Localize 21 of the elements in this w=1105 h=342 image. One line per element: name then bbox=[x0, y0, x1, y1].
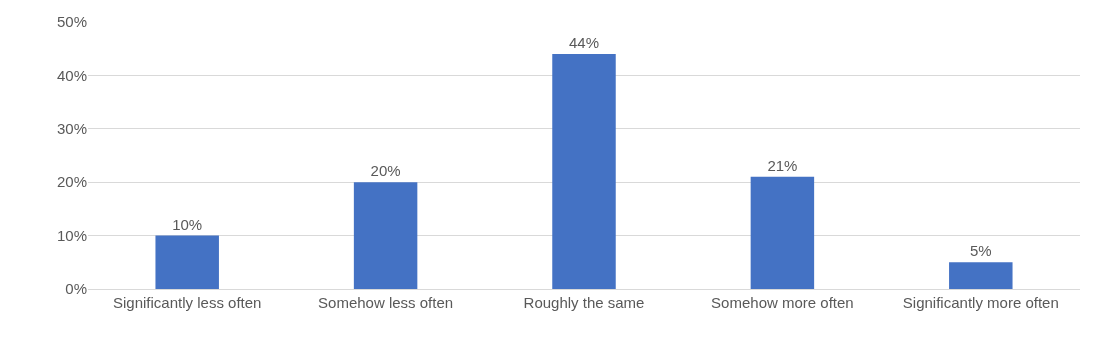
y-tick-label: 30% bbox=[56, 120, 87, 138]
y-tick-label: 40% bbox=[56, 66, 87, 84]
data-label: 20% bbox=[370, 162, 401, 180]
bar bbox=[155, 235, 219, 289]
bar bbox=[552, 54, 616, 289]
x-tick-label: Significantly more often bbox=[902, 294, 1059, 311]
data-label: 10% bbox=[172, 215, 203, 233]
y-tick-label: 10% bbox=[56, 226, 87, 244]
data-label: 21% bbox=[767, 156, 798, 174]
bar bbox=[949, 262, 1013, 289]
bar bbox=[353, 182, 418, 289]
data-label: 5% bbox=[969, 242, 992, 260]
y-tick-label: 50% bbox=[56, 13, 87, 31]
y-tick-label: 0% bbox=[65, 280, 87, 298]
x-tick-label: Significantly less often bbox=[112, 294, 262, 311]
x-tick-label: Somehow less often bbox=[318, 294, 454, 311]
y-tick-label: 20% bbox=[56, 173, 87, 191]
x-tick-label: Somehow more often bbox=[711, 294, 854, 311]
x-tick-label: Roughly the same bbox=[523, 294, 645, 311]
bar bbox=[750, 176, 815, 289]
data-label: 44% bbox=[568, 34, 600, 52]
